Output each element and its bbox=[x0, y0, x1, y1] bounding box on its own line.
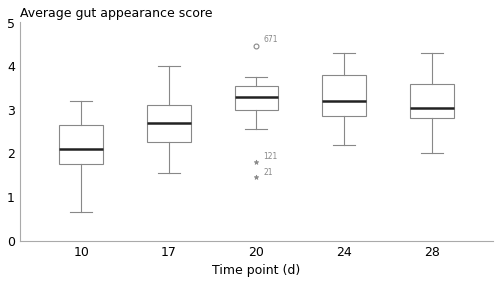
PathPatch shape bbox=[322, 75, 366, 116]
PathPatch shape bbox=[234, 86, 279, 110]
Text: 671: 671 bbox=[264, 35, 278, 44]
PathPatch shape bbox=[59, 125, 103, 164]
PathPatch shape bbox=[147, 105, 190, 143]
Text: 121: 121 bbox=[264, 152, 278, 161]
PathPatch shape bbox=[410, 83, 454, 118]
Text: Average gut appearance score: Average gut appearance score bbox=[20, 7, 212, 20]
X-axis label: Time point (d): Time point (d) bbox=[212, 264, 300, 277]
Text: 21: 21 bbox=[264, 168, 273, 177]
